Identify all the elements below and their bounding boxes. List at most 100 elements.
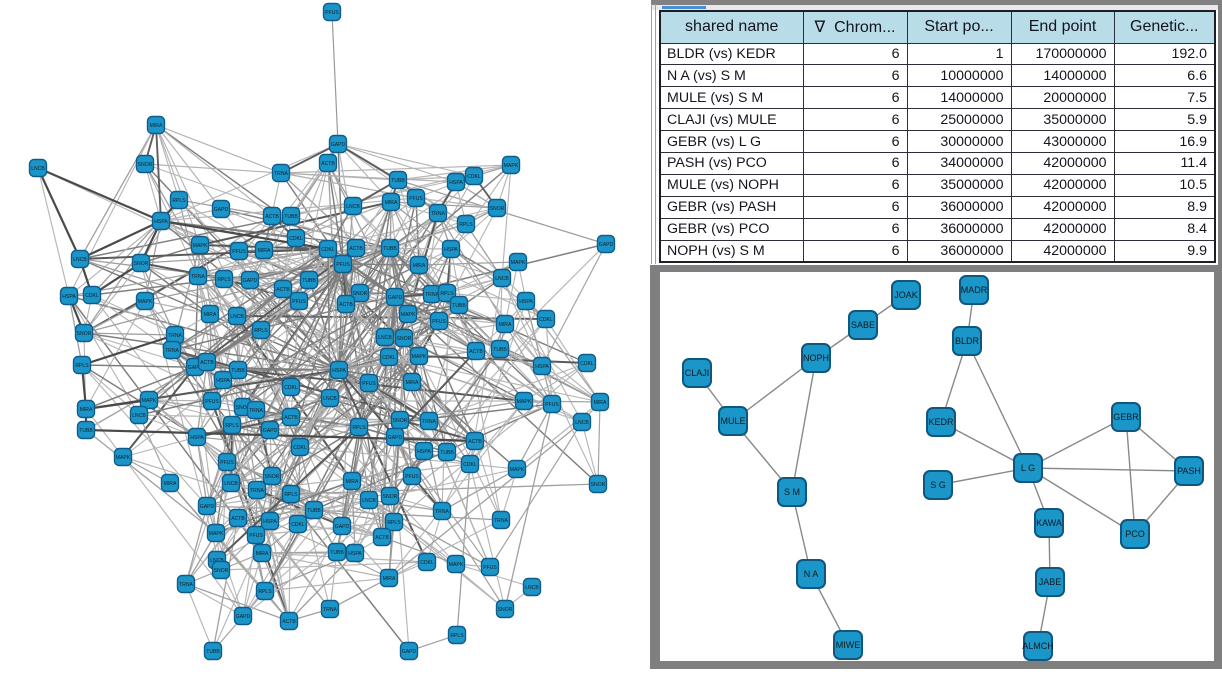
svg-text:RPLS: RPLS [440,291,454,297]
svg-text:HSPA: HSPA [190,435,204,441]
svg-text:RPLS: RPLS [225,423,239,429]
svg-text:MAPK: MAPK [209,531,224,537]
svg-text:GAPD: GAPD [599,242,614,248]
svg-text:HSPA: HSPA [417,449,431,455]
svg-text:PFUS: PFUS [405,474,419,480]
svg-text:GAPD: GAPD [388,435,403,441]
svg-text:TRNA: TRNA [191,274,205,280]
svg-text:PFUS: PFUS [325,10,339,16]
svg-text:MAPK: MAPK [193,243,208,249]
svg-text:N A: N A [804,569,819,579]
svg-text:HSPA: HSPA [348,551,362,557]
svg-text:ACTB: ACTB [349,246,363,252]
svg-text:SNOR: SNOR [393,418,408,424]
svg-text:CDKL: CDKL [289,236,303,242]
svg-text:TUBB: TUBB [302,278,316,284]
svg-text:GAPD: GAPD [388,295,403,301]
svg-text:MIRA: MIRA [164,481,177,487]
svg-text:TUBB: TUBB [284,214,298,220]
svg-text:GAPD: GAPD [236,614,251,620]
svg-text:HSPA: HSPA [263,519,277,525]
svg-text:LNCB: LNCB [346,204,360,210]
svg-text:GEBR: GEBR [1113,412,1139,422]
svg-text:PFUS: PFUS [545,402,559,408]
svg-text:S M: S M [784,487,800,497]
svg-text:TRNA: TRNA [494,518,508,524]
svg-text:HSPA: HSPA [62,294,76,300]
svg-text:HSPA: HSPA [444,247,458,253]
svg-text:MAPK: MAPK [401,312,416,318]
svg-text:CDKL: CDKL [580,361,594,367]
svg-text:MAPK: MAPK [504,163,519,169]
svg-text:SNOR: SNOR [383,494,398,500]
svg-text:MAPK: MAPK [138,299,153,305]
svg-text:ACTB: ACTB [339,302,353,308]
svg-text:MIRA: MIRA [499,322,512,328]
svg-text:MIRA: MIRA [80,407,93,413]
svg-text:MIRA: MIRA [406,380,419,386]
svg-text:MAPK: MAPK [511,260,526,266]
svg-text:TRNA: TRNA [179,582,193,588]
svg-text:CDKL: CDKL [382,355,396,361]
svg-text:JOAK: JOAK [894,290,918,300]
svg-text:ACTB: ACTB [321,161,335,167]
svg-text:JABE: JABE [1039,577,1062,587]
svg-text:RPLS: RPLS [75,363,89,369]
svg-text:TRNA: TRNA [165,348,179,354]
svg-text:SNOR: SNOR [77,331,92,337]
svg-text:ACTB: ACTB [468,439,482,445]
svg-text:TRNA: TRNA [168,333,182,339]
svg-text:PFUS: PFUS [205,399,219,405]
svg-text:LNCB: LNCB [378,335,392,341]
svg-text:TUBB: TUBB [231,368,245,374]
svg-text:TUBB: TUBB [307,508,321,514]
svg-text:PFUS: PFUS [362,381,376,387]
svg-text:CDKL: CDKL [321,247,335,253]
svg-text:MAPK: MAPK [510,467,525,473]
svg-text:CDKL: CDKL [291,522,305,528]
svg-text:MIRA: MIRA [150,123,163,129]
svg-text:TUBB: TUBB [440,450,454,456]
svg-text:PFUS: PFUS [336,262,350,268]
svg-text:MIWE: MIWE [836,640,861,650]
svg-text:MAPK: MAPK [449,562,464,568]
svg-text:LNCB: LNCB [230,314,244,320]
svg-text:MAPK: MAPK [412,354,427,360]
svg-text:SNOR: SNOR [236,405,251,411]
svg-text:MIRA: MIRA [258,248,271,254]
svg-text:HSPA: HSPA [332,368,346,374]
svg-text:LNCB: LNCB [525,585,539,591]
svg-text:MIRA: MIRA [385,200,398,206]
svg-text:KEDR: KEDR [928,417,954,427]
svg-text:CDKL: CDKL [85,293,99,299]
svg-text:ACTB: ACTB [265,214,279,220]
svg-text:SNOR: SNOR [214,568,229,574]
svg-text:MIRA: MIRA [346,479,359,485]
svg-text:GAPD: GAPD [243,278,258,284]
svg-text:MIRA: MIRA [256,551,269,557]
svg-text:TUBB: TUBB [206,649,220,655]
svg-text:GAPD: GAPD [331,142,346,148]
svg-text:TRNA: TRNA [250,488,264,494]
svg-text:SNOR: SNOR [591,482,606,488]
svg-text:TRNA: TRNA [323,607,337,613]
svg-text:MAPK: MAPK [517,399,532,405]
svg-text:ACTB: ACTB [375,535,389,541]
svg-text:TRNA: TRNA [422,419,436,425]
svg-text:S G: S G [930,480,946,490]
svg-text:LNCB: LNCB [495,276,509,282]
svg-text:CDKL: CDKL [284,385,298,391]
svg-text:SNOR: SNOR [490,206,505,212]
svg-text:TUBB: TUBB [452,303,466,309]
svg-text:HSPA: HSPA [535,364,549,370]
svg-text:CDKL: CDKL [420,560,434,566]
svg-text:RPLS: RPLS [172,198,186,204]
svg-text:CDKL: CDKL [467,174,481,180]
svg-text:ACTB: ACTB [200,360,214,366]
svg-text:MULE: MULE [720,416,745,426]
svg-text:RPLS: RPLS [450,633,464,639]
svg-text:ACTB: ACTB [282,619,296,625]
svg-text:TRNA: TRNA [274,171,288,177]
svg-text:RPLS: RPLS [284,492,298,498]
svg-text:GAPD: GAPD [214,207,229,213]
